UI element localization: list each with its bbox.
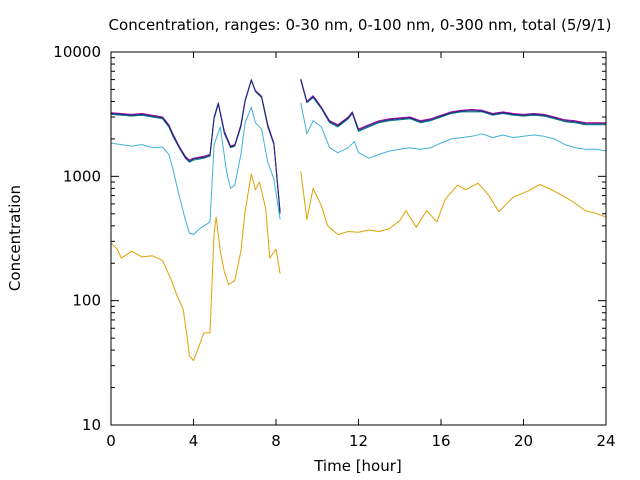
y-tick-label: 10 — [82, 416, 101, 434]
y-tick-label: 1000 — [63, 167, 101, 185]
series-line-5 — [110, 79, 606, 213]
x-tick-label: 0 — [106, 432, 116, 450]
axis-ticks: 0 4 8 12 16 20 24 10 100 1000 10000 — [53, 43, 615, 450]
y-axis-label: Concentration — [6, 185, 24, 291]
plot-area — [110, 78, 607, 361]
x-tick-label: 20 — [514, 432, 533, 450]
x-tick-label: 16 — [431, 432, 450, 450]
x-tick-label: 8 — [271, 432, 281, 450]
x-axis-label: Time [hour] — [313, 457, 402, 475]
series-line-4 — [110, 78, 606, 212]
chart-title: Concentration, ranges: 0-30 nm, 0-100 nm… — [109, 16, 612, 34]
x-tick-label: 4 — [189, 432, 199, 450]
series-line-2 — [110, 102, 607, 236]
x-tick-label: 24 — [596, 432, 615, 450]
plot-frame — [110, 51, 607, 426]
y-tick-label: 100 — [72, 292, 101, 310]
series-line-1 — [110, 171, 607, 361]
series-line-3 — [110, 80, 606, 214]
x-tick-label: 12 — [349, 432, 368, 450]
y-tick-label: 10000 — [53, 43, 101, 61]
